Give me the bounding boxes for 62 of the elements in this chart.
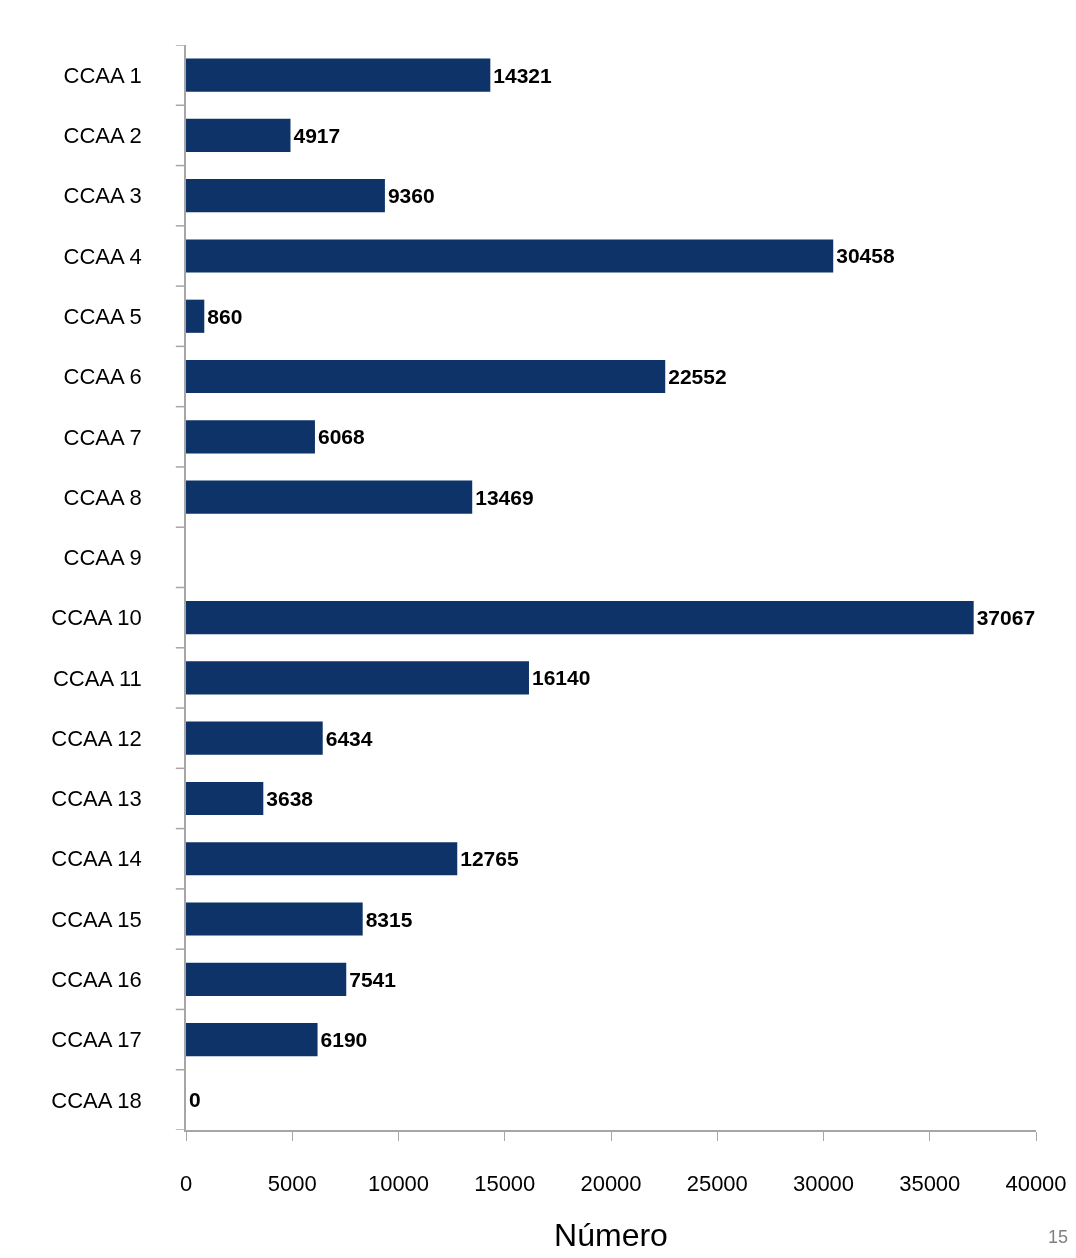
x-tick-label: 0: [179, 1171, 193, 1197]
y-tick-label: CCAA 16: [51, 967, 142, 993]
y-tick-label: CCAA 13: [51, 786, 142, 812]
data-label: 4917: [293, 123, 341, 147]
x-tick-label: 30000: [792, 1171, 855, 1197]
y-tick-label: CCAA 18: [51, 1087, 142, 1113]
y-tick-label: CCAA 4: [63, 243, 142, 269]
bar: [186, 239, 834, 273]
bar: [186, 842, 458, 876]
bar: [186, 299, 205, 333]
bar: [186, 962, 347, 996]
bar: [186, 179, 385, 213]
y-tick-label: CCAA 15: [51, 906, 142, 932]
bar: [186, 721, 323, 755]
y-tick-label: CCAA 3: [63, 183, 142, 209]
bar: [186, 480, 473, 514]
data-label: 13469: [475, 485, 534, 509]
bar: [186, 902, 363, 936]
bar: [186, 420, 315, 454]
bar: [186, 359, 666, 394]
data-label: 30458: [836, 244, 895, 268]
x-tick-label: 10000: [367, 1171, 430, 1197]
data-label: 22552: [668, 365, 727, 389]
y-tick-label: CCAA 10: [51, 605, 142, 631]
y-tick-label: CCAA 2: [63, 123, 142, 149]
y-tick-label: CCAA 5: [63, 303, 142, 329]
data-label: 7541: [349, 967, 397, 991]
x-tick-label: 25000: [686, 1171, 748, 1197]
y-tick-label: CCAA 12: [51, 725, 142, 751]
x-axis-title: Número: [554, 1216, 668, 1253]
bar: [186, 1023, 318, 1057]
data-label: 16140: [531, 666, 591, 690]
bar: [186, 58, 491, 92]
bar: [186, 118, 291, 152]
data-label: 12765: [460, 847, 519, 871]
x-tick-label: 40000: [1005, 1171, 1067, 1197]
x-tick-label: 15000: [474, 1171, 536, 1197]
y-tick-label: CCAA 7: [63, 424, 142, 450]
y-tick-label: CCAA 8: [63, 484, 142, 510]
x-tick-label: 5000: [267, 1171, 317, 1197]
data-label: 860: [207, 304, 243, 328]
bar: [186, 661, 529, 695]
y-tick-label: CCAA 11: [52, 665, 142, 691]
y-tick-label: CCAA 14: [51, 846, 142, 872]
data-label: 3638: [266, 786, 314, 810]
bar: [186, 601, 974, 635]
data-label: 6190: [320, 1028, 368, 1052]
y-tick-label: CCAA 9: [63, 545, 142, 571]
data-label: 6068: [317, 425, 365, 449]
data-label: 14321: [493, 63, 553, 87]
y-tick-label: CCAA 6: [63, 364, 142, 390]
data-label: 8315: [365, 907, 413, 931]
bar: [186, 781, 264, 816]
data-label: 37067: [976, 606, 1036, 630]
data-label: 9360: [387, 184, 435, 208]
text: 15: [1048, 1227, 1069, 1247]
data-label: 0: [189, 1088, 201, 1112]
y-tick-label: CCAA 17: [51, 1027, 142, 1053]
data-label: 6434: [325, 726, 373, 750]
x-tick-label: 35000: [899, 1171, 961, 1197]
y-tick-label: CCAA 1: [63, 62, 142, 88]
x-tick-label: 20000: [580, 1171, 642, 1197]
